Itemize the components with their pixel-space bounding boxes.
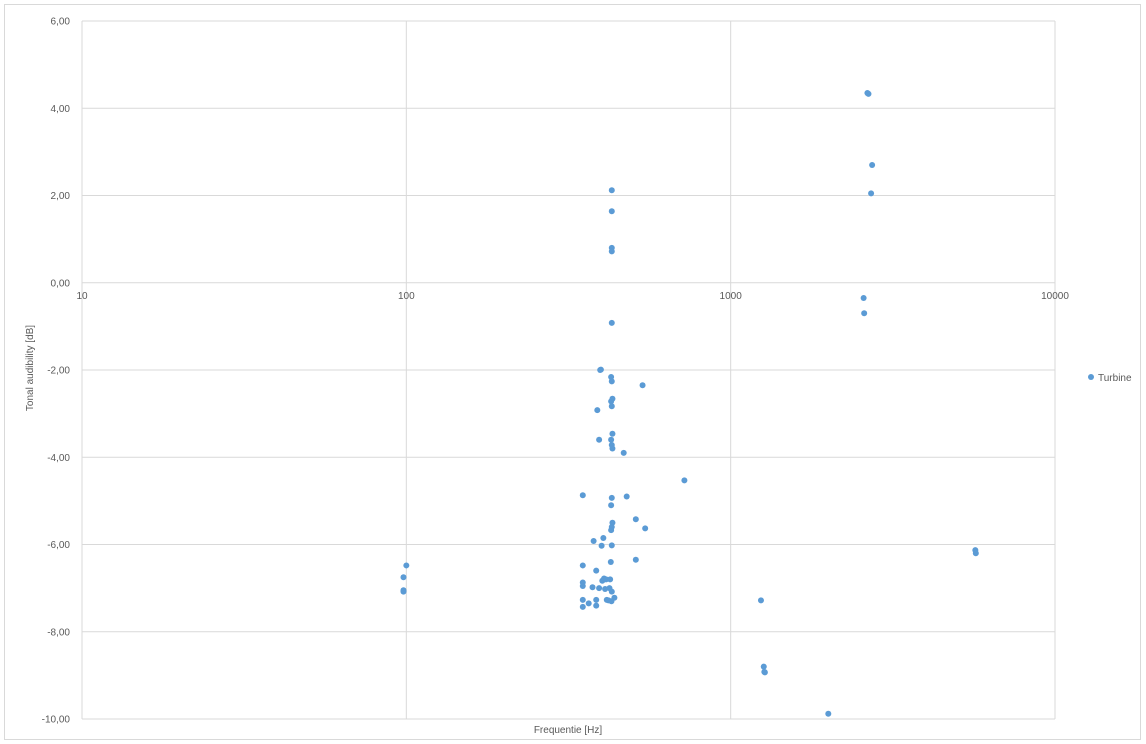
y-tick-label: 4,00 — [51, 104, 71, 115]
data-point — [593, 567, 600, 574]
data-point — [585, 600, 592, 607]
data-point — [589, 584, 596, 591]
y-axis-tick-labels: -10,00 -8,00 -6,00 -4,00 -2,00 0,00 2,00 4,00 6,… — [42, 17, 71, 726]
data-point — [608, 588, 615, 595]
data-point — [593, 602, 600, 609]
data-point — [600, 534, 607, 541]
data-point — [972, 550, 979, 557]
data-point — [608, 378, 615, 385]
data-point — [623, 493, 630, 500]
data-point — [632, 556, 639, 563]
data-point — [608, 436, 615, 443]
y-tick-label: -8,00 — [47, 627, 70, 638]
data-point — [607, 576, 614, 583]
data-point — [865, 90, 872, 97]
data-point — [598, 542, 605, 549]
data-point — [608, 187, 615, 194]
data-point — [869, 161, 876, 168]
data-point — [594, 407, 601, 414]
data-point — [597, 366, 604, 373]
gridlines — [81, 20, 1056, 720]
data-point — [620, 449, 627, 456]
x-tick-label: 1000 — [720, 291, 743, 302]
data-point — [579, 562, 586, 569]
y-tick-label: 6,00 — [51, 17, 71, 28]
data-point — [868, 190, 875, 197]
data-point — [400, 588, 407, 595]
data-point — [579, 582, 586, 589]
data-points — [400, 89, 979, 717]
data-point — [609, 445, 616, 452]
y-tick-label: 0,00 — [51, 278, 71, 289]
data-point — [632, 516, 639, 523]
data-point — [608, 398, 615, 405]
data-point — [681, 477, 688, 484]
x-axis-tick-labels: 10 100 1000 10000 — [76, 291, 1069, 302]
y-tick-label: 2,00 — [51, 191, 71, 202]
y-tick-label: -4,00 — [47, 453, 70, 464]
data-point — [642, 525, 649, 532]
data-point — [608, 542, 615, 549]
data-point — [608, 403, 615, 410]
data-point — [607, 558, 614, 565]
y-tick-label: -10,00 — [42, 715, 71, 726]
x-tick-label: 100 — [398, 291, 415, 302]
data-point — [825, 710, 832, 717]
data-point — [608, 208, 615, 215]
data-point — [757, 597, 764, 604]
data-point — [579, 596, 586, 603]
data-point — [611, 594, 618, 601]
x-tick-label: 10000 — [1041, 291, 1069, 302]
data-point — [861, 310, 868, 317]
data-point — [761, 669, 768, 676]
x-axis-title: Frequentie [Hz] — [534, 725, 603, 736]
data-point — [596, 585, 603, 592]
data-point — [403, 562, 410, 569]
y-tick-label: -6,00 — [47, 540, 70, 551]
data-point — [608, 494, 615, 501]
data-point — [609, 430, 616, 437]
data-point — [579, 603, 586, 610]
legend-label-turbine: Turbine — [1098, 373, 1132, 384]
legend-marker-turbine — [1088, 374, 1094, 380]
y-axis-title: Tonal audibility [dB] — [25, 325, 36, 411]
data-point — [400, 574, 407, 581]
data-point — [608, 527, 615, 534]
data-point — [608, 319, 615, 326]
data-point — [579, 492, 586, 499]
data-point — [760, 663, 767, 670]
data-point — [639, 382, 646, 389]
data-point — [608, 502, 615, 509]
chart-frame — [4, 4, 1141, 740]
data-point — [860, 295, 867, 302]
legend: Turbine — [1088, 373, 1132, 384]
data-point — [608, 248, 615, 255]
data-point — [596, 436, 603, 443]
y-tick-label: -2,00 — [47, 366, 70, 377]
data-point — [593, 596, 600, 603]
data-point — [590, 538, 597, 545]
x-tick-label: 10 — [76, 291, 88, 302]
